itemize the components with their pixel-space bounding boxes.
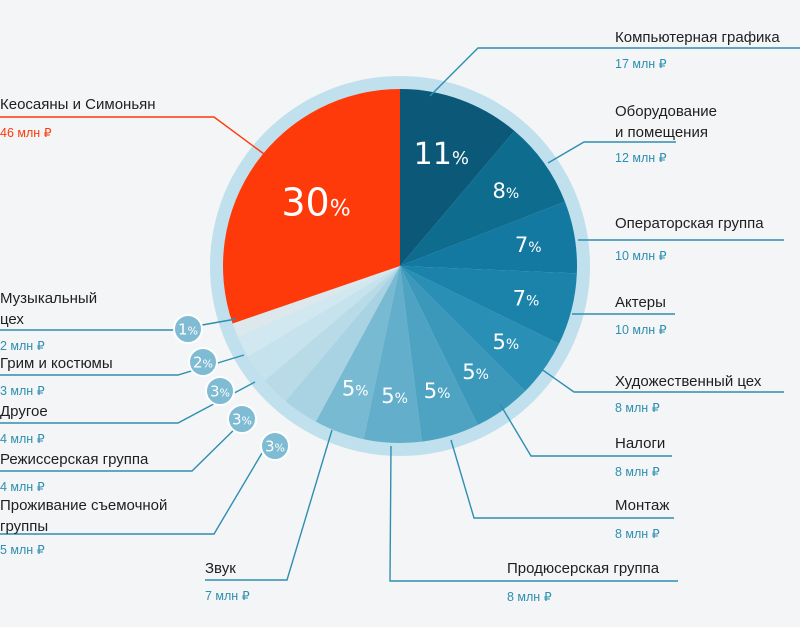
slice-name-кеосаяны-и-симоньян: Кеосаяны и Симоньян [0,96,156,113]
percent-label-режиссерская-группа: 3% [232,410,252,428]
slice-value-актеры: 10 млн ₽ [615,323,667,337]
percent-bubble-музыкальный-цех [173,314,203,344]
percent-label-актеры: 7% [513,286,540,310]
slice-name-художественный-цех: Художественный цех [615,373,762,390]
pie-slice-грим-и-костюмы [237,266,400,357]
slice-name-звук: Звук [205,560,236,577]
slice-value-проживание-съемочной-группы: 5 млн ₽ [0,543,45,557]
slice-value-монтаж: 8 млн ₽ [615,527,660,541]
pie-slice-художественный-цех [400,266,560,392]
leader-line-проживание-съемочной-группы [0,447,266,535]
pie-slice-актеры [400,266,577,344]
leader-line-звук [205,429,333,581]
leader-line-режиссерская-группа [0,416,248,472]
percent-label-музыкальный-цех: 1% [178,320,198,338]
slice-value-другое: 4 млн ₽ [0,432,45,446]
slice-name-продюсерская-группа: Продюсерская группа [507,560,660,577]
slice-value-музыкальный-цех: 2 млн ₽ [0,339,45,353]
pie-slice-монтаж [400,266,478,442]
slice-name-актеры: Актеры [615,294,666,311]
percent-label-звук: 5% [342,376,369,400]
slice-name-оборудование-и-помещения-line-2: и помещения [615,124,708,141]
pie-slice-оборудование-и-помещения [400,130,565,266]
percent-label-проживание-съемочной-группы: 3% [265,437,285,455]
percent-bubble-грим-и-костюмы [188,347,218,377]
slice-name-другое: Другое [0,403,48,420]
percent-label-продюсерская-группа: 5% [381,384,408,408]
slice-value-художественный-цех: 8 млн ₽ [615,401,660,415]
pie-slice-другое [247,266,400,381]
slice-name-компьютерная-графика: Компьютерная графика [615,29,780,46]
pie-slice-музыкальный-цех [232,266,400,338]
pie-slice-режиссерская-группа [264,266,400,402]
slice-value-оборудование-и-помещения: 12 млн ₽ [615,151,667,165]
percent-label-кеосаяны-и-симоньян: 30% [281,180,350,224]
slice-value-продюсерская-группа: 8 млн ₽ [507,590,552,604]
slice-value-операторская-группа: 10 млн ₽ [615,249,667,263]
leader-line-грим-и-костюмы [0,354,245,376]
slice-name-проживание-съемочной-группы-line-1: Проживание съемочной [0,497,167,514]
leader-line-компьютерная-графика [429,47,800,97]
slice-name-грим-и-костюмы: Грим и костюмы [0,355,113,372]
leader-line-оборудование-и-помещения [547,141,676,164]
percent-label-другое: 3% [210,382,230,400]
slice-name-оборудование-и-помещения-line-1: Оборудование [615,103,717,120]
percent-label-компьютерная-графика: 11% [414,137,469,172]
percent-label-монтаж: 5% [424,379,451,403]
percent-label-оборудование-и-помещения: 8% [492,179,519,203]
leader-line-художественный-цех [536,365,784,393]
percent-bubble-проживание-съемочной-группы [260,431,290,461]
percent-label-операторская-группа: 7% [515,233,542,257]
slice-name-проживание-съемочной-группы-line-2: группы [0,518,48,535]
pie-slice-налоги [400,266,526,426]
slice-name-налоги: Налоги [615,435,665,452]
leader-line-кеосаяны-и-симоньян [0,116,265,155]
pie-slice-звук [315,266,400,440]
leader-line-продюсерская-группа [389,445,678,582]
percent-bubble-другое [205,376,235,406]
leader-line-монтаж [450,439,674,519]
percent-label-художественный-цех: 5% [492,330,519,354]
slice-value-грим-и-костюмы: 3 млн ₽ [0,384,45,398]
slice-value-кеосаяны-и-симоньян: 46 млн ₽ [0,126,52,140]
slice-name-монтаж: Монтаж [615,497,669,514]
slice-name-операторская-группа: Операторская группа [615,215,764,232]
slice-value-компьютерная-графика: 17 млн ₽ [615,57,667,71]
leader-line-налоги [499,403,672,457]
percent-bubble-режиссерская-группа [227,404,257,434]
pie-slice-продюсерская-группа [363,266,422,443]
pie-slice-операторская-группа [400,201,577,274]
percent-label-грим-и-костюмы: 2% [193,353,213,371]
pie-slice-компьютерная-графика [400,89,515,266]
slice-name-режиссерская-группа: Режиссерская группа [0,451,149,468]
slice-value-звук: 7 млн ₽ [205,589,250,603]
slice-name-музыкальный-цех-line-1: Музыкальный [0,290,97,307]
pie-slice-кеосаяны-и-симоньян [222,89,400,324]
slice-value-налоги: 8 млн ₽ [615,465,660,479]
slice-value-режиссерская-группа: 4 млн ₽ [0,480,45,494]
pie-slice-проживание-съемочной-группы [285,266,400,422]
slice-name-музыкальный-цех-line-2: цех [0,311,24,328]
percent-label-налоги: 5% [462,360,489,384]
